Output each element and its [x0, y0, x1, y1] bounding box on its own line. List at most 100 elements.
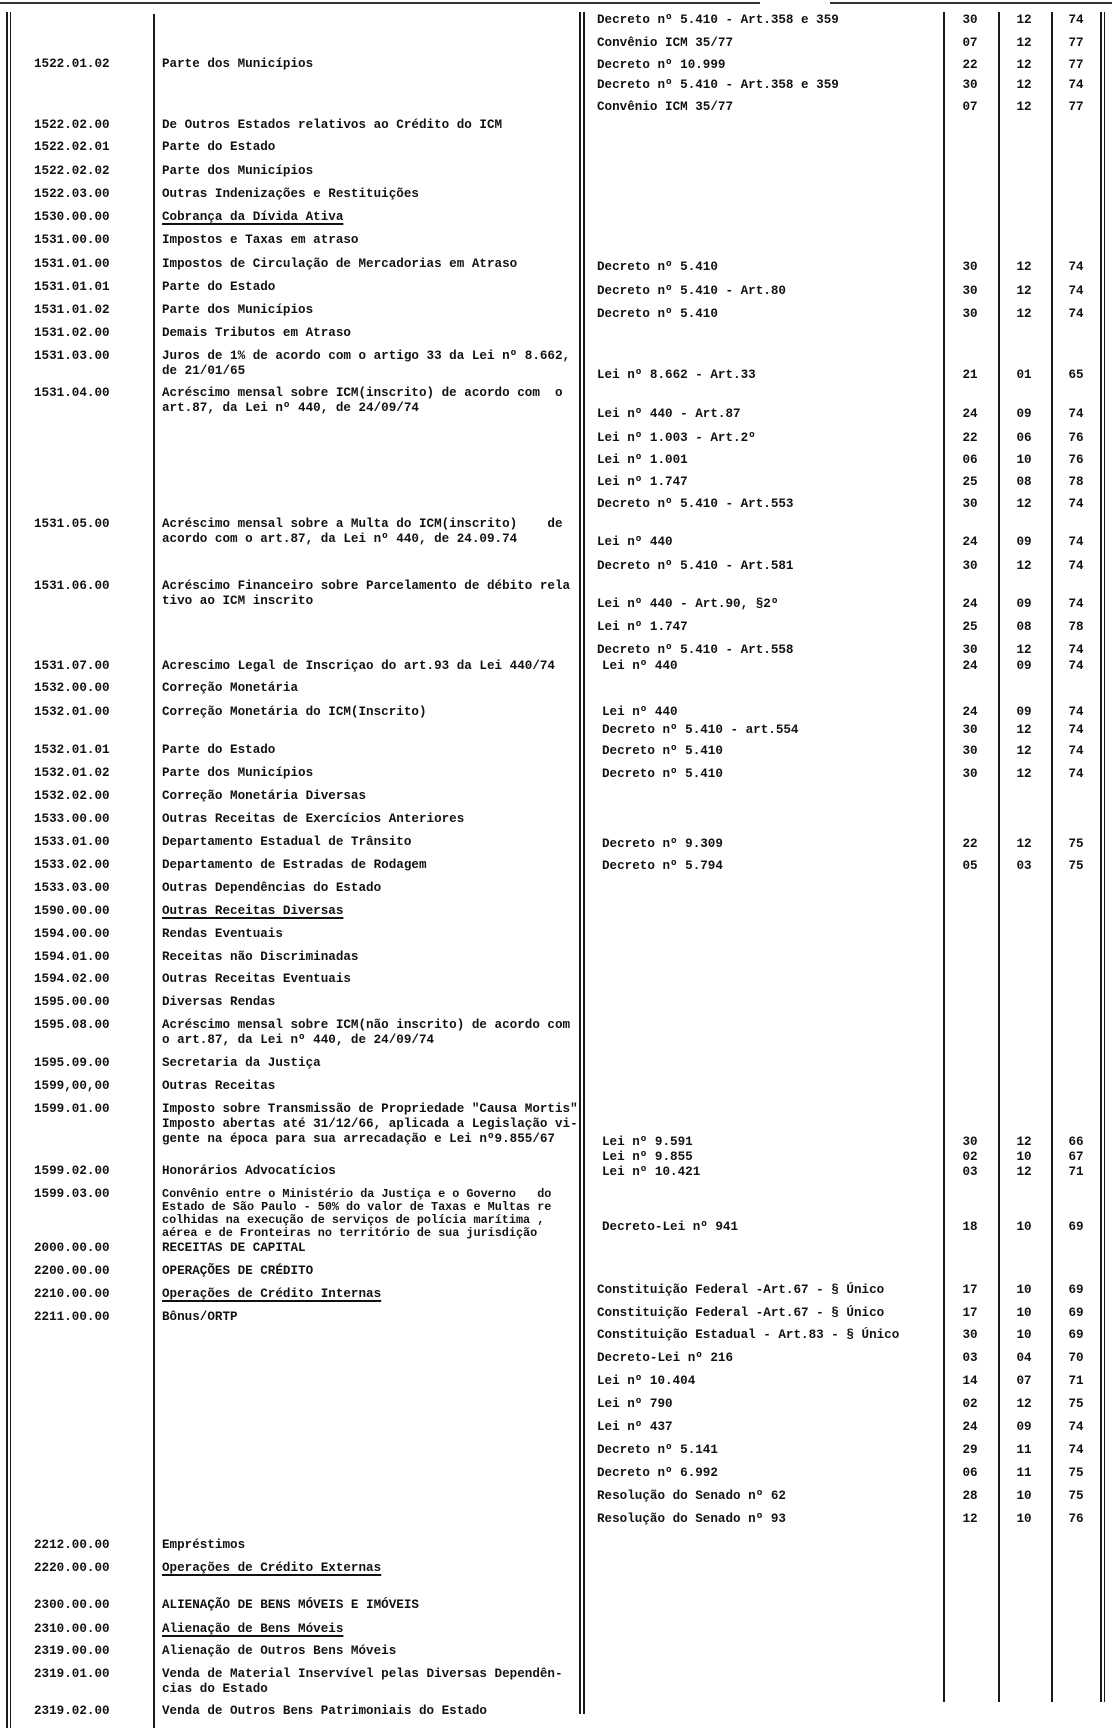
reference-day: 30	[962, 497, 978, 511]
legal-reference: Constituição Estadual - Art.83 - § Único	[597, 1328, 900, 1342]
reference-day: 30	[962, 723, 978, 737]
reference-year: 74	[1068, 13, 1084, 27]
account-code: 1522.02.02	[34, 164, 110, 178]
account-description: aérea e de Fronteiras no território de s…	[162, 1226, 538, 1240]
account-description: Parte do Estado	[162, 280, 276, 294]
column-rule	[1103, 12, 1106, 1702]
account-code: 1531.02.00	[34, 326, 110, 340]
account-code: 2200.00.00	[34, 1264, 110, 1278]
legal-reference: Decreto nº 5.410	[602, 744, 723, 758]
reference-month: 10	[1016, 1150, 1032, 1164]
account-description: Cobrança da Dívida Ativa	[162, 210, 344, 224]
reference-year: 76	[1068, 1512, 1084, 1526]
account-code: 1595.00.00	[34, 995, 110, 1009]
reference-day: 30	[962, 767, 978, 781]
reference-year: 74	[1068, 307, 1084, 321]
reference-day: 03	[962, 1351, 978, 1365]
reference-month: 12	[1016, 307, 1032, 321]
reference-day: 30	[962, 13, 978, 27]
reference-day: 22	[962, 431, 978, 445]
reference-year: 77	[1068, 58, 1084, 72]
account-code: 1522.02.00	[34, 118, 110, 132]
column-rule	[579, 12, 581, 1714]
account-description: acordo com o art.87, da Lei nº 440, de 2…	[162, 532, 518, 546]
reference-month: 09	[1016, 1420, 1032, 1434]
reference-month: 12	[1016, 1165, 1032, 1179]
reference-month: 11	[1016, 1443, 1032, 1457]
legal-reference: Lei nº 1.001	[597, 453, 688, 467]
account-description: Parte dos Municípios	[162, 766, 314, 780]
top-rule	[830, 2, 1112, 4]
reference-month: 12	[1016, 1135, 1032, 1149]
account-code: 1532.01.00	[34, 705, 110, 719]
legal-reference: Lei nº 437	[597, 1420, 673, 1434]
reference-year: 74	[1068, 497, 1084, 511]
account-description: tivo ao ICM inscrito	[162, 594, 314, 608]
account-description: Diversas Rendas	[162, 995, 276, 1009]
account-code: 1590.00.00	[34, 904, 110, 918]
account-code: 1531.06.00	[34, 579, 110, 593]
column-rule	[9, 12, 12, 1728]
legal-reference: Decreto nº 5.410 - art.554	[602, 723, 799, 737]
reference-month: 10	[1016, 1512, 1032, 1526]
account-code: 1522.02.01	[34, 140, 110, 154]
account-description: Parte do Estado	[162, 743, 276, 757]
reference-month: 12	[1016, 744, 1032, 758]
reference-month: 08	[1016, 475, 1032, 489]
legal-reference: Lei nº 440	[602, 659, 678, 673]
account-description: o art.87, da Lei nº 440, de 24/09/74	[162, 1033, 435, 1047]
legal-reference: Lei nº 8.662 - Art.33	[597, 368, 756, 382]
legal-reference: Lei nº 440 - Art.87	[597, 407, 741, 421]
account-description: Receitas não Discriminadas	[162, 950, 359, 964]
reference-day: 29	[962, 1443, 978, 1457]
column-rule	[153, 14, 155, 1728]
reference-day: 30	[962, 1135, 978, 1149]
account-description: Outras Receitas Eventuais	[162, 972, 351, 986]
reference-day: 30	[962, 78, 978, 92]
reference-day: 12	[962, 1512, 978, 1526]
reference-day: 30	[962, 260, 978, 274]
account-description: Operações de Crédito Internas	[162, 1287, 382, 1301]
account-description: de 21/01/65	[162, 364, 246, 378]
reference-day: 24	[962, 407, 978, 421]
account-code: 2220.00.00	[34, 1561, 110, 1575]
account-description: Impostos de Circulação de Mercadorias em…	[162, 257, 518, 271]
reference-year: 69	[1068, 1283, 1084, 1297]
account-description: Outras Dependências do Estado	[162, 881, 382, 895]
column-rule	[583, 12, 585, 1714]
account-description: Parte do Estado	[162, 140, 276, 154]
reference-month: 10	[1016, 1489, 1032, 1503]
legal-reference: Decreto nº 5.410 - Art.581	[597, 559, 794, 573]
account-code: 1599.01.00	[34, 1102, 110, 1116]
account-description: Operações de Crédito Externas	[162, 1561, 382, 1575]
account-description: Rendas Eventuais	[162, 927, 283, 941]
reference-month: 01	[1016, 368, 1032, 382]
reference-month: 12	[1016, 100, 1032, 114]
reference-year: 69	[1068, 1306, 1084, 1320]
account-code: 1599.02.00	[34, 1164, 110, 1178]
account-code: 1594.02.00	[34, 972, 110, 986]
account-description: Empréstimos	[162, 1538, 246, 1552]
account-description: Outras Receitas Diversas	[162, 904, 344, 918]
account-code: 1522.01.02	[34, 57, 110, 71]
legal-reference: Decreto nº 5.410 - Art.358 e 359	[597, 13, 839, 27]
account-description: Parte dos Municípios	[162, 164, 314, 178]
reference-month: 12	[1016, 643, 1032, 657]
reference-day: 05	[962, 859, 978, 873]
reference-month: 10	[1016, 1306, 1032, 1320]
account-description: Correção Monetária do ICM(Inscrito)	[162, 705, 427, 719]
account-code: 1594.01.00	[34, 950, 110, 964]
reference-day: 25	[962, 620, 978, 634]
reference-month: 12	[1016, 497, 1032, 511]
reference-day: 30	[962, 744, 978, 758]
reference-year: 70	[1068, 1351, 1084, 1365]
legal-reference: Convênio ICM 35/77	[597, 100, 734, 114]
account-description: Acréscimo mensal sobre ICM(não inscrito)…	[162, 1018, 571, 1032]
reference-year: 74	[1068, 78, 1084, 92]
reference-month: 09	[1016, 659, 1032, 673]
legal-reference: Lei nº 9.591	[602, 1135, 693, 1149]
account-code: 1599.03.00	[34, 1187, 110, 1201]
reference-day: 24	[962, 705, 978, 719]
legal-reference: Decreto nº 5.410	[597, 307, 718, 321]
reference-year: 78	[1068, 620, 1084, 634]
